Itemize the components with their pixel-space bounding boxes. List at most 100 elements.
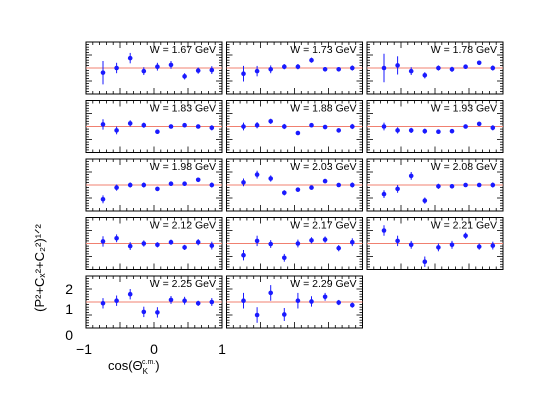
data-point: [241, 252, 246, 258]
x-axis-title-sup: c.m.: [142, 359, 155, 366]
data-point: [268, 241, 274, 247]
data-point: [422, 72, 428, 78]
data-point: [336, 67, 342, 72]
data-point: [436, 65, 441, 71]
data-point: [436, 129, 441, 134]
data-point: [436, 245, 441, 250]
data-point: [182, 74, 187, 79]
data-point: [254, 68, 260, 74]
x-axis-title: cos(ΘKc.m.): [108, 358, 160, 376]
data-point: [127, 243, 133, 249]
panel-8: W = 2.03 GeV: [226, 158, 363, 212]
data-point: [408, 128, 414, 133]
panels-group: W = 1.67 GeV W = 1.73 GeV W = 1.78 GeV W = …: [85, 41, 504, 329]
panel-2: W = 1.73 GeV: [226, 41, 363, 95]
data-point: [268, 67, 274, 72]
x-axis-title-close: ): [155, 358, 159, 373]
panel-label: W = 1.73 GeV: [290, 44, 356, 56]
panel-12: W = 2.21 GeV: [366, 217, 504, 270]
data-point: [395, 128, 400, 133]
data-point: [336, 300, 342, 305]
data-point: [182, 122, 187, 128]
panel-6: W = 1.93 GeV: [366, 100, 504, 153]
panel-label: W = 2.08 GeV: [431, 161, 497, 173]
data-point: [395, 186, 400, 192]
data-point: [141, 182, 147, 188]
data-point: [309, 122, 314, 128]
data-point: [490, 65, 496, 71]
data-point: [141, 122, 147, 128]
data-point: [114, 298, 119, 304]
panel-label: W = 1.67 GeV: [150, 44, 216, 56]
data-point: [295, 64, 301, 69]
data-point: [282, 124, 287, 129]
data-point: [449, 242, 455, 248]
panel-label: W = 2.21 GeV: [431, 220, 497, 232]
data-point: [322, 67, 328, 72]
data-point: [195, 124, 201, 129]
data-point: [395, 238, 400, 244]
data-point: [350, 182, 355, 188]
data-point: [168, 297, 174, 303]
panel-label: W = 1.88 GeV: [290, 103, 356, 115]
data-point: [168, 124, 174, 129]
data-point: [155, 129, 160, 134]
x-axis-title-sub: K: [143, 367, 149, 376]
y-axis-ticks: 2 1 0: [65, 281, 73, 343]
data-point: [209, 182, 215, 188]
data-point: [449, 184, 455, 189]
data-point: [141, 241, 147, 246]
data-point: [254, 172, 260, 177]
data-point: [127, 55, 133, 61]
data-point: [254, 312, 260, 318]
data-point: [350, 302, 355, 308]
data-point: [408, 242, 414, 248]
panel-11: W = 2.17 GeV: [226, 217, 363, 270]
data-point: [209, 243, 215, 248]
data-point: [168, 181, 174, 186]
data-point: [463, 64, 468, 69]
y-axis-title: (P²+Cₓ²+C₂²)¹ᐟ²: [32, 223, 47, 311]
panel-9: W = 2.08 GeV: [366, 158, 504, 212]
data-point: [282, 190, 287, 196]
data-point: [309, 238, 314, 243]
data-point: [241, 298, 246, 304]
data-point: [127, 182, 133, 188]
y-tick-label-2: 2: [65, 281, 73, 297]
data-point: [100, 197, 106, 202]
data-point: [295, 187, 301, 192]
data-point: [463, 182, 468, 188]
data-point: [449, 128, 455, 134]
data-point: [295, 130, 301, 136]
data-point: [141, 68, 147, 74]
panel-label: W = 1.93 GeV: [431, 103, 497, 115]
data-point: [268, 290, 274, 296]
x-tick-label-1: 1: [218, 341, 226, 357]
data-point: [295, 241, 301, 246]
panel-label: W = 2.12 GeV: [150, 220, 216, 232]
data-point: [195, 301, 201, 306]
data-point: [295, 298, 301, 304]
data-point: [309, 57, 314, 63]
y-tick-label-1: 1: [65, 301, 73, 317]
data-point: [182, 181, 187, 186]
x-axis-ticks: −1 0 1: [76, 341, 226, 357]
data-point: [476, 244, 482, 249]
data-point: [463, 124, 468, 129]
panel-label: W = 1.78 GeV: [431, 44, 497, 56]
data-point: [322, 294, 328, 300]
panel-label: W = 2.25 GeV: [150, 278, 216, 290]
panel-1: W = 1.67 GeV: [85, 41, 223, 95]
data-point: [241, 180, 246, 185]
data-point: [254, 122, 260, 128]
data-point: [490, 125, 496, 131]
data-point: [209, 125, 215, 131]
data-point: [350, 65, 355, 71]
data-point: [449, 67, 455, 72]
data-point: [241, 124, 246, 129]
data-point: [100, 122, 106, 127]
data-point: [422, 259, 428, 265]
data-point: [408, 173, 414, 179]
data-point: [322, 178, 328, 184]
